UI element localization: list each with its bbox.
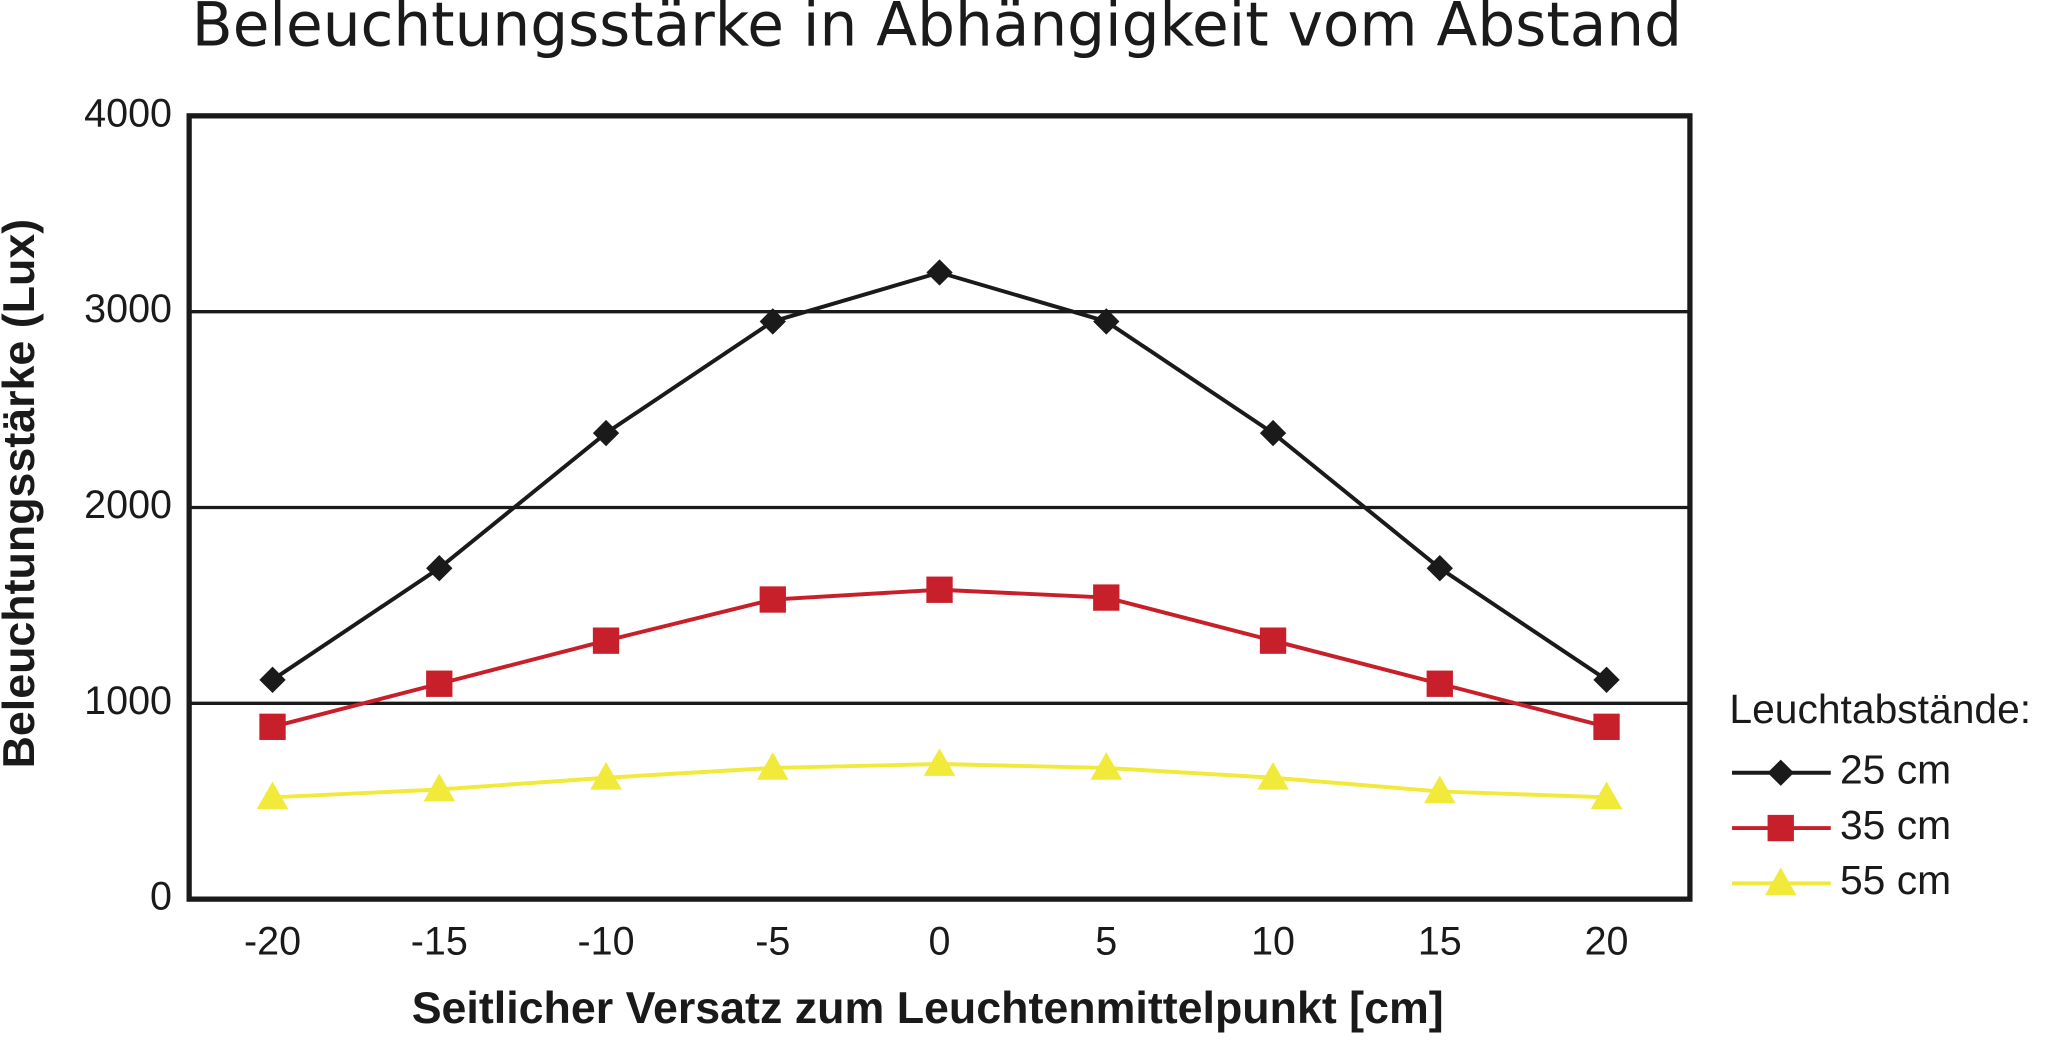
marker bbox=[756, 752, 789, 780]
series-line bbox=[272, 587, 1608, 729]
marker bbox=[923, 748, 956, 776]
marker bbox=[1593, 713, 1620, 740]
marker bbox=[1426, 670, 1453, 697]
marker bbox=[1590, 781, 1623, 810]
marker bbox=[1767, 759, 1794, 786]
marker bbox=[426, 670, 453, 697]
marker bbox=[926, 259, 953, 286]
y-tick-label: 0 bbox=[150, 875, 172, 919]
x-tick-label: -10 bbox=[577, 919, 634, 963]
marker bbox=[1257, 761, 1289, 790]
marker bbox=[1593, 666, 1620, 693]
marker bbox=[1767, 814, 1794, 842]
marker bbox=[1259, 627, 1287, 654]
x-tick-label: -20 bbox=[244, 919, 301, 963]
y-tick-label: 2000 bbox=[84, 483, 172, 527]
marker bbox=[759, 586, 786, 613]
y-tick-label: 3000 bbox=[84, 287, 172, 331]
y-tick-label: 4000 bbox=[84, 91, 172, 135]
marker bbox=[256, 781, 289, 810]
series-line bbox=[271, 270, 1608, 682]
x-tick-label: 15 bbox=[1418, 919, 1462, 963]
marker bbox=[592, 627, 620, 654]
x-tick-label: 0 bbox=[929, 919, 951, 963]
marker bbox=[1093, 584, 1120, 611]
legend-title: Leuchtabstände: bbox=[1729, 686, 2031, 732]
marker bbox=[590, 761, 622, 790]
x-tick-label: -15 bbox=[411, 919, 468, 963]
x-axis-label: Seitlicher Versatz zum Leuchtenmittelpun… bbox=[412, 983, 1444, 1033]
chart-title: Beleuchtungsstärke in Abhängigkeit vom A… bbox=[192, 0, 1682, 61]
x-tick-label: 5 bbox=[1095, 919, 1117, 963]
x-tick-label: 20 bbox=[1585, 919, 1629, 963]
legend-label: 35 cm bbox=[1840, 802, 1951, 848]
y-axis-label: Beleuchtungsstärke (Lux) bbox=[0, 219, 44, 769]
legend-label: 55 cm bbox=[1840, 857, 1951, 903]
marker bbox=[426, 555, 453, 582]
marker bbox=[1090, 752, 1123, 780]
marker bbox=[1764, 867, 1797, 896]
marker bbox=[592, 419, 620, 447]
marker bbox=[1259, 419, 1287, 447]
x-tick-label: -5 bbox=[755, 919, 790, 963]
legend-label: 25 cm bbox=[1840, 747, 1951, 793]
marker bbox=[1423, 775, 1456, 804]
marker bbox=[926, 576, 953, 603]
marker bbox=[423, 773, 456, 802]
marker bbox=[259, 713, 286, 740]
x-tick-label: 10 bbox=[1251, 919, 1295, 963]
y-tick-label: 1000 bbox=[84, 679, 172, 723]
marker bbox=[1426, 555, 1453, 582]
marker bbox=[259, 666, 286, 693]
plot-frame bbox=[186, 113, 1693, 902]
